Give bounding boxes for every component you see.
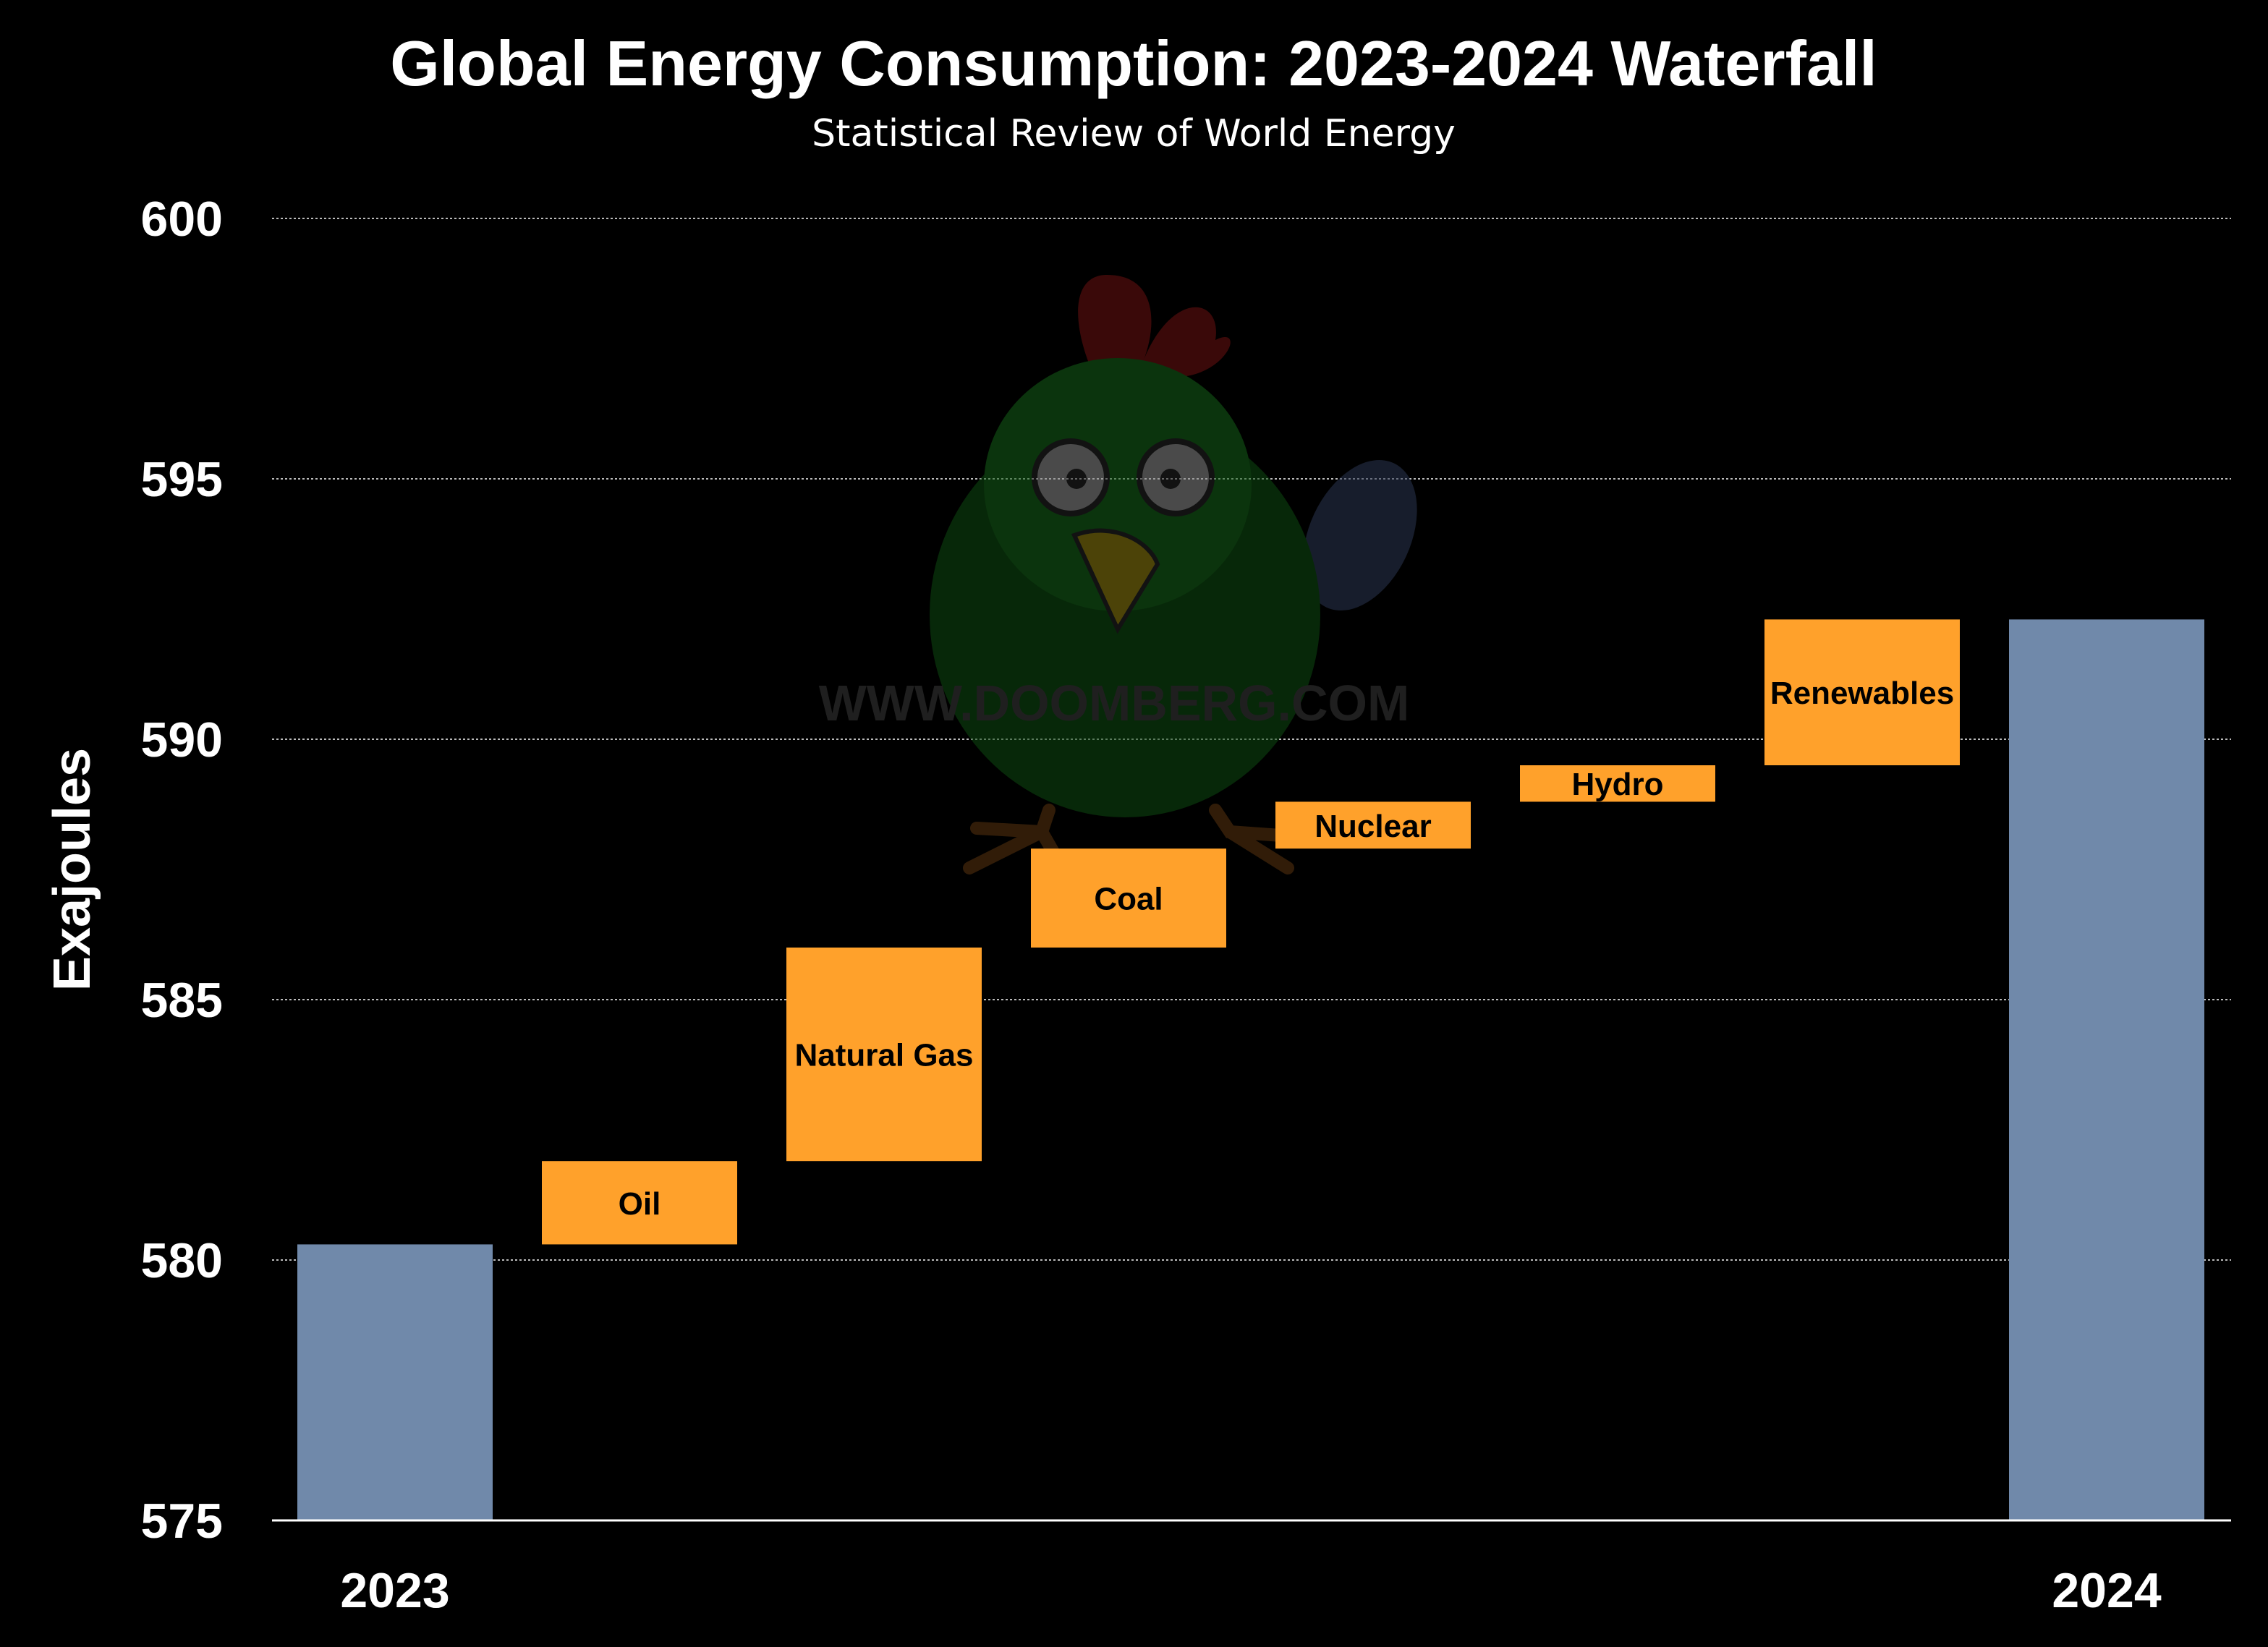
watermark-logo: WWW.DOOMBERG.COM <box>819 275 1417 874</box>
bar-hydro <box>1520 765 1715 802</box>
chicken-beak <box>1071 528 1160 634</box>
y-ticks: 575 580 585 590 595 600 <box>141 192 223 1549</box>
y-tick-label: 580 <box>141 1233 223 1288</box>
bar-oil <box>542 1161 737 1245</box>
watermark-text: WWW.DOOMBERG.COM <box>819 675 1410 731</box>
bar-label: Hydro <box>1571 767 1663 802</box>
bars: Oil Natural Gas Coal Nuclear Hydro Renewables <box>297 619 2204 1520</box>
x-tick-label: 2024 <box>2052 1563 2161 1618</box>
bar-nuclear <box>1275 801 1471 849</box>
chicken-tail <box>1303 460 1417 610</box>
y-tick-label: 585 <box>141 973 223 1028</box>
bar-label: Natural Gas <box>795 1038 974 1073</box>
bar-2023 <box>297 1244 493 1520</box>
bar-label: Oil <box>619 1186 661 1222</box>
bar-label: Coal <box>1094 882 1163 917</box>
y-tick-label: 590 <box>141 712 223 767</box>
y-tick-label: 575 <box>141 1494 223 1549</box>
chart-title: Global Energy Consumption: 2023-2024 Wat… <box>390 27 1877 99</box>
y-tick-label: 595 <box>141 452 223 507</box>
bar-label: Nuclear <box>1314 809 1431 844</box>
bar-label: Renewables <box>1770 676 1954 711</box>
bar-coal <box>1031 848 1226 948</box>
x-tick-label: 2023 <box>340 1563 449 1618</box>
bar-renewables <box>1764 619 1960 765</box>
y-axis-label: Exajoules <box>43 748 101 991</box>
x-tick-labels: 2023 2024 <box>340 1563 2161 1618</box>
chicken-head <box>984 358 1252 611</box>
chart-subtitle: Statistical Review of World Energy <box>812 112 1456 156</box>
chicken-pupil-right <box>1160 469 1181 489</box>
chicken-feet <box>963 804 1294 874</box>
bar-natural-gas <box>786 948 982 1162</box>
bar-2024 <box>2009 619 2204 1520</box>
y-tick-label: 600 <box>141 192 223 247</box>
chicken-pupil-left <box>1066 469 1087 489</box>
